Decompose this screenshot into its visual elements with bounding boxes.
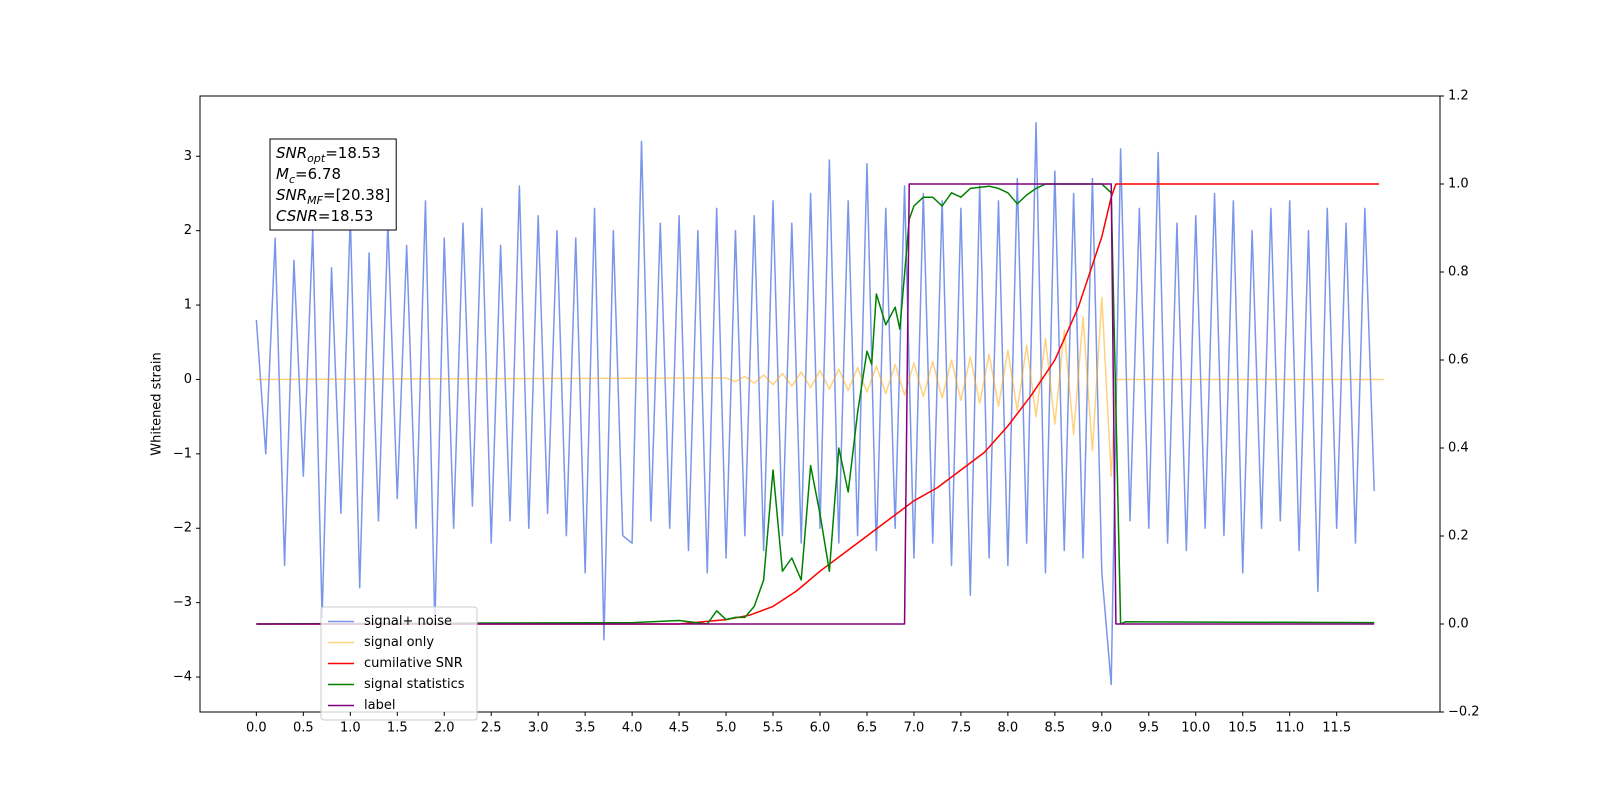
legend-label: signal only: [364, 635, 434, 650]
x-tick-label: 5.0: [716, 721, 737, 736]
y2-tick-label: 1.2: [1448, 89, 1469, 104]
y-tick-label: 3: [184, 149, 192, 164]
annotation-line: SNRopt=18.53: [276, 144, 381, 165]
y-tick-label: 2: [184, 223, 192, 238]
x-tick-label: 8.5: [1045, 721, 1066, 736]
annotation-text: =18.53: [325, 144, 381, 162]
y2-tick-label: −0.2: [1448, 705, 1480, 720]
annotation-var: SNR: [276, 144, 307, 162]
annotation-var: SNR: [276, 186, 307, 204]
x-tick-label: 4.5: [669, 721, 690, 736]
annotation: SNRopt=18.53Mc=6.78SNRMF=[20.38]CSNR=18.…: [269, 138, 397, 231]
annotation-line: SNRMF=[20.38]: [276, 186, 390, 207]
y2-tick-label: 0.0: [1448, 617, 1469, 632]
annotation-var: CSNR: [276, 207, 318, 225]
series-line: [255, 122, 1375, 686]
legend-label: label: [364, 698, 395, 713]
x-tick-label: 4.0: [622, 721, 643, 736]
legend-label: signal statistics: [364, 677, 465, 692]
y-tick-label: −3: [173, 595, 192, 610]
x-tick-label: 2.5: [481, 721, 502, 736]
x-tick-label: 5.5: [763, 721, 784, 736]
series-line: [256, 183, 1379, 625]
series-line: [256, 183, 1375, 625]
y2-tick-label: 0.4: [1448, 441, 1469, 456]
y2-tick-label: 0.6: [1448, 353, 1469, 368]
x-tick-label: 8.0: [998, 721, 1019, 736]
x-tick-label: 10.0: [1181, 721, 1210, 736]
legend-label: cumilative SNR: [364, 656, 463, 671]
y-tick-label: 1: [184, 298, 192, 313]
legend-box: [320, 606, 478, 721]
x-tick-label: 9.5: [1138, 721, 1159, 736]
annotation-var: M: [276, 165, 289, 183]
x-tick-label: 10.5: [1228, 721, 1257, 736]
y2-tick-label: 1.0: [1448, 177, 1469, 192]
annotation-box: [269, 138, 397, 231]
y-tick-label: −1: [173, 446, 192, 461]
x-tick-label: 3.0: [528, 721, 549, 736]
x-tick-label: 9.0: [1091, 721, 1112, 736]
x-tick-label: 11.5: [1322, 721, 1351, 736]
series-line: [256, 296, 1384, 477]
x-tick-label: 6.0: [810, 721, 831, 736]
legend-label: signal+ noise: [364, 614, 452, 629]
x-tick-label: 1.5: [387, 721, 408, 736]
series-line: [256, 183, 1375, 625]
annotation-text: =18.53: [318, 207, 374, 225]
x-tick-label: 6.5: [857, 721, 878, 736]
x-tick-label: 7.0: [904, 721, 925, 736]
x-tick-label: 7.5: [951, 721, 972, 736]
x-tick-label: 11.0: [1275, 721, 1304, 736]
annotation-line: CSNR=18.53: [276, 207, 373, 225]
y-tick-label: −2: [173, 521, 192, 536]
y2-tick-label: 0.2: [1448, 529, 1469, 544]
annotation-sub: opt: [307, 152, 326, 165]
x-tick-label: 0.0: [246, 721, 267, 736]
plot-area: [255, 122, 1384, 686]
legend: signal+ noise signal only cumilative SNR si…: [320, 606, 478, 721]
annotation-line: Mc=6.78: [276, 165, 341, 186]
annotation-sub: c: [289, 173, 295, 186]
x-tick-label: 1.0: [340, 721, 361, 736]
annotation-sub: MF: [307, 194, 323, 207]
y-tick-label: 0: [184, 372, 192, 387]
y-tick-label: −4: [173, 670, 192, 685]
annotation-text: =6.78: [295, 165, 341, 183]
annotation-text: =[20.38]: [323, 186, 390, 204]
x-tick-label: 0.5: [293, 721, 314, 736]
y-axis-label: Whitened strain: [150, 352, 165, 455]
x-tick-label: 2.0: [434, 721, 455, 736]
y2-tick-label: 0.8: [1448, 265, 1469, 280]
x-tick-label: 3.5: [575, 721, 596, 736]
